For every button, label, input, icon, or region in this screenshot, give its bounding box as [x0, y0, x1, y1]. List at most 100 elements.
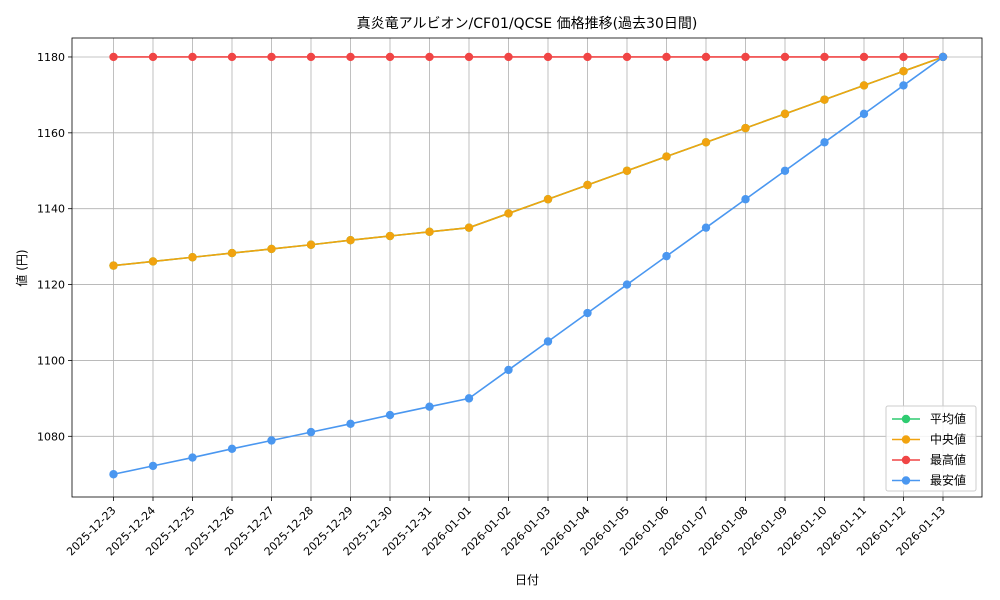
data-point [543, 195, 553, 204]
data-point [543, 337, 553, 346]
data-point [780, 52, 790, 62]
legend-marker [901, 455, 911, 465]
data-point [899, 52, 908, 62]
y-tick-label: 1180 [37, 51, 65, 64]
data-point [385, 52, 395, 62]
y-tick-label: 1080 [37, 430, 65, 443]
y-tick-label: 1140 [37, 203, 65, 216]
data-point [148, 52, 158, 62]
data-point [938, 52, 948, 62]
data-point [820, 52, 829, 62]
series-line [113, 56, 944, 267]
data-point [662, 152, 671, 161]
data-point [741, 52, 750, 62]
data-point [583, 308, 592, 318]
data-point [464, 223, 474, 232]
x-axis-title: 日付 [515, 573, 539, 587]
data-point [464, 394, 474, 403]
data-point [701, 223, 711, 232]
data-point [504, 365, 513, 375]
data-point [899, 81, 908, 90]
data-point [741, 123, 750, 133]
data-point [346, 52, 355, 62]
legend-item: 平均値 [892, 411, 966, 426]
data-point [820, 138, 829, 147]
data-point [820, 95, 829, 104]
data-point [346, 235, 355, 245]
series-line [113, 56, 944, 476]
legend-label: 最高値 [930, 452, 966, 467]
y-axis: 1080 1100 1120 1140 1160 1180 [37, 51, 72, 443]
legend-marker [901, 435, 911, 444]
data-point [780, 166, 790, 175]
data-point [306, 427, 316, 437]
data-point [385, 410, 395, 420]
data-point [188, 453, 197, 462]
legend-item: 最高値 [892, 452, 966, 467]
data-point [622, 280, 632, 289]
data-point [188, 52, 197, 62]
plot-frame [71, 37, 983, 498]
data-point [227, 52, 237, 62]
data-point [859, 52, 869, 62]
legend-item: 最安値 [892, 473, 966, 488]
data-point [780, 109, 790, 119]
data-point [148, 257, 158, 266]
series-4 [109, 52, 948, 479]
data-point [227, 444, 237, 454]
data-point [306, 52, 316, 62]
data-point [662, 251, 671, 261]
data-point [385, 231, 395, 241]
y-tick-label: 1100 [37, 354, 65, 367]
data-point [583, 52, 592, 62]
data-point [504, 209, 513, 218]
data-point [899, 66, 908, 76]
data-point [425, 52, 434, 62]
data-point [148, 461, 158, 471]
data-point [306, 240, 316, 249]
legend-label: 最安値 [930, 473, 966, 488]
data-point [227, 248, 237, 258]
data-point [267, 52, 276, 62]
data-point [701, 52, 711, 62]
data-point [543, 52, 553, 62]
data-point [662, 52, 671, 62]
data-point [741, 195, 750, 204]
x-axis: 2025-12-232025-12-242025-12-252025-12-26… [64, 497, 948, 558]
data-point [109, 52, 118, 62]
legend-marker [901, 476, 911, 485]
y-tick-label: 1160 [37, 127, 65, 140]
data-point [859, 81, 869, 90]
data-point [504, 52, 513, 62]
grid [72, 38, 982, 497]
legend-label: 平均値 [930, 411, 966, 426]
data-point [859, 109, 869, 119]
data-point [267, 244, 276, 254]
data-point [346, 419, 355, 428]
data-point [464, 52, 474, 62]
chart-title: 真炎竜アルビオン/CF01/QCSE 価格推移(過去30日間) [357, 15, 698, 32]
y-axis-title: 値 (円) [14, 249, 29, 286]
series-3 [109, 52, 948, 62]
legend-box [885, 405, 977, 492]
data-point [188, 253, 197, 262]
series-2 [109, 52, 948, 270]
data-point [701, 138, 711, 147]
data-point [622, 52, 632, 62]
series-line [113, 56, 944, 267]
data-point [622, 166, 632, 175]
legend-label: 中央値 [930, 432, 966, 447]
legend-marker [901, 414, 911, 424]
legend-item: 中央値 [892, 432, 966, 447]
data-point [109, 470, 118, 479]
data-point [425, 227, 434, 237]
series-1 [109, 52, 948, 270]
series-layer [109, 52, 948, 479]
data-point [267, 436, 276, 445]
data-point [583, 180, 592, 190]
y-tick-label: 1120 [37, 279, 65, 292]
data-point [109, 261, 118, 270]
data-point [425, 402, 434, 411]
